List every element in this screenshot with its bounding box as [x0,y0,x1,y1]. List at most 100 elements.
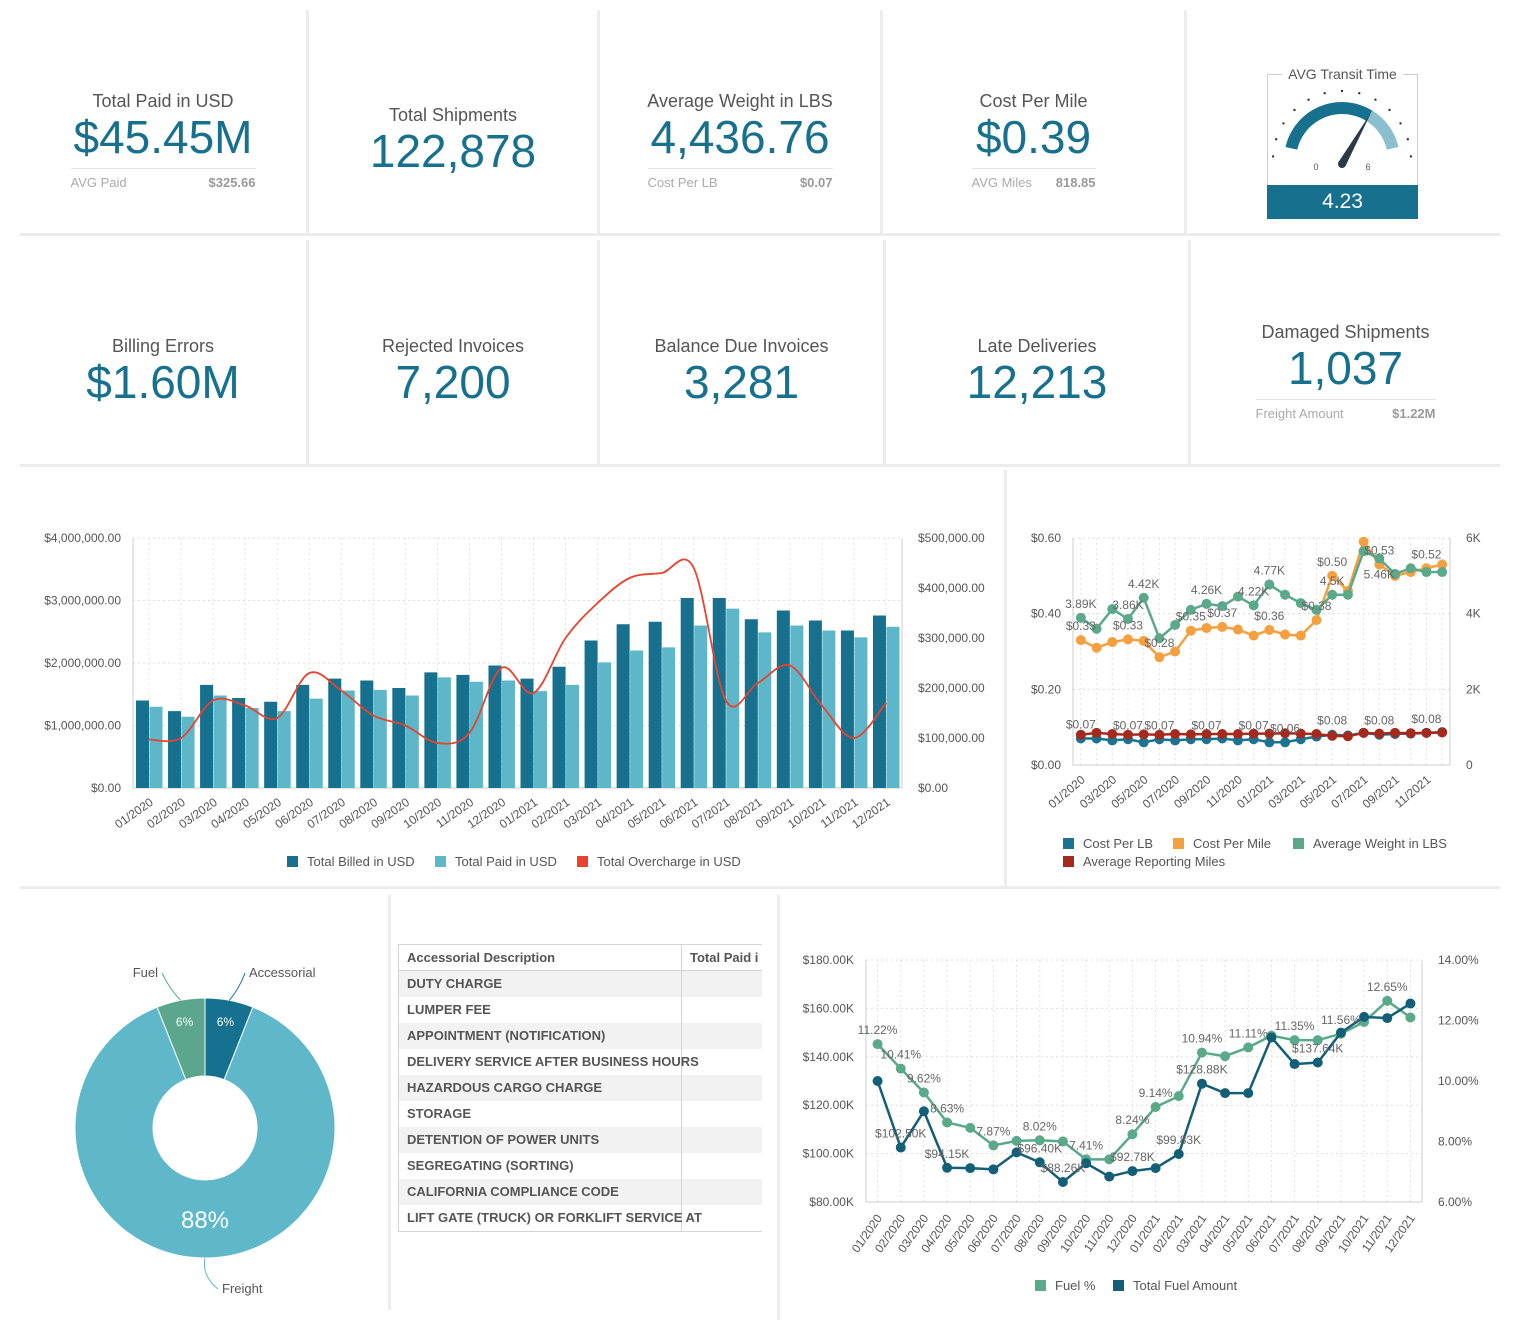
point-total-fuel-amount [988,1164,999,1175]
legend-item[interactable]: Average Weight in LBS [1313,836,1447,851]
legend-item[interactable]: Average Reporting Miles [1083,854,1226,869]
point-cost-per-mile [1075,635,1086,646]
point-cost-per-mile [1248,630,1259,641]
point-average-reporting-miles [1295,728,1306,739]
point-total-fuel-amount [1011,1147,1022,1158]
point-average-reporting-miles [1154,729,1165,740]
x-tick-label: 11/2021 [1392,772,1434,810]
gauge-fill-arc [1285,102,1373,150]
table-row[interactable]: DELIVERY SERVICE AFTER BUSINESS HOURS [399,1049,762,1075]
legend-item[interactable]: Fuel % [1055,1278,1096,1293]
kpi-billing-errors: Billing Errors $1.60M [20,336,306,407]
data-label: $0.07 [1239,718,1269,732]
table-row[interactable]: LIFT GATE (TRUCK) OR FORKLIFT SERVICE AT [399,1205,762,1231]
table-row[interactable]: SEGREGATING (SORTING) [399,1153,762,1179]
kpi-sub-label: AVG Paid [70,175,127,190]
point-total-fuel-amount [1057,1177,1068,1188]
table-row[interactable]: STORAGE [399,1101,762,1127]
point-total-fuel-amount [1104,1171,1115,1182]
gauge-tick [1406,138,1410,141]
gauge-tick [1293,108,1296,112]
bar-total-billed [520,678,534,788]
bar-total-billed [744,619,758,788]
table-row[interactable]: HAZARDOUS CARGO CHARGE [399,1075,762,1101]
y-right-tick-label: 0 [1466,758,1473,772]
point-average-reporting-miles [1170,728,1181,739]
table-row[interactable]: DUTY CHARGE [399,971,762,997]
bar-total-paid [790,625,804,788]
table-row[interactable]: CALIFORNIA COMPLIANCE CODE [399,1179,762,1205]
point-total-fuel-amount [1289,1059,1300,1070]
cell-total-paid [682,1075,762,1101]
legend-item[interactable]: Cost Per Mile [1193,836,1271,851]
legend-swatch [435,856,446,867]
slice-name-label: Accessorial [249,965,316,980]
data-label: 3.89K [1065,597,1096,611]
data-label: $0.08 [1411,712,1441,726]
divider [20,886,1500,889]
y-right-tick-label: 12.00% [1438,1014,1479,1028]
cell-total-paid [682,1023,762,1049]
slice-fuel[interactable] [156,997,206,1081]
table-row[interactable]: APPOINTMENT (NOTIFICATION) [399,1023,762,1049]
legend-item[interactable]: Cost Per LB [1083,836,1153,851]
kpi-value: $0.39 [975,111,1092,163]
gauge-needle-icon [1338,112,1372,166]
column-header-description[interactable]: Accessorial Description [399,945,682,970]
divider [306,10,309,233]
point-total-fuel-amount [1405,998,1416,1009]
point-fuel- [988,1140,999,1151]
legend-item[interactable]: Total Billed in USD [307,854,415,869]
divider [1184,10,1187,233]
column-header-total-paid[interactable]: Total Paid i [690,950,759,965]
bar-total-billed [360,680,374,788]
kpi-title: Total Paid in USD [92,91,234,111]
kpi-sub: Freight Amount $1.22M [1255,399,1436,421]
slice-percent-label: 88% [181,1207,229,1234]
table-row[interactable]: LUMPER FEE [399,997,762,1023]
y-left-tick-label: $0.60 [1031,531,1061,545]
kpi-sub-value: $325.66 [208,175,256,190]
point-average-weight-in-lbs [1327,589,1338,600]
cell-total-paid [682,997,762,1023]
data-label: $0.08 [1317,714,1347,728]
point-total-fuel-amount [895,1142,906,1153]
y-right-tick-label: $200,000.00 [918,681,985,695]
legend-item[interactable]: Total Paid in USD [455,854,557,869]
kpi-sub-value: $0.07 [799,175,833,190]
gauge-tick [1271,155,1275,158]
point-average-reporting-miles [1075,729,1086,740]
point-total-fuel-amount [942,1162,953,1173]
legend-item[interactable]: Total Overcharge in USD [597,854,741,869]
point-total-fuel-amount [965,1163,976,1174]
kpi-sub-label: AVG Miles [971,175,1032,190]
bar-total-billed [808,620,822,788]
kpi-title: Cost Per Mile [979,91,1088,111]
cell-description: LIFT GATE (TRUCK) OR FORKLIFT SERVICE AT [399,1205,702,1231]
point-average-weight-in-lbs [1217,601,1228,612]
divider [880,10,883,233]
cell-description: STORAGE [399,1101,682,1127]
data-label: 8.24% [1115,1113,1149,1127]
slice-freight[interactable] [74,1006,336,1259]
data-label: 4.42K [1128,577,1159,591]
table-row[interactable]: DETENTION OF POWER UNITS [399,1127,762,1153]
bar-total-paid [822,630,836,788]
point-average-reporting-miles [1248,728,1259,739]
cell-total-paid [682,1205,762,1231]
point-fuel- [872,1039,883,1050]
y-right-tick-label: $300,000.00 [918,631,985,645]
bar-total-billed [840,630,854,788]
bar-total-paid [405,695,419,788]
point-average-weight-in-lbs [1358,546,1369,557]
bar-total-billed [712,598,726,788]
legend-item[interactable]: Total Fuel Amount [1133,1278,1237,1293]
point-cost-per-mile [1358,536,1369,547]
bar-total-paid [662,647,676,788]
gauge-needle-hub [1338,160,1346,168]
bar-total-paid [598,662,612,788]
cell-description: SEGREGATING (SORTING) [399,1153,682,1179]
cell-description: DETENTION OF POWER UNITS [399,1127,682,1153]
point-average-weight-in-lbs [1421,567,1432,578]
bar-total-paid [181,716,195,788]
